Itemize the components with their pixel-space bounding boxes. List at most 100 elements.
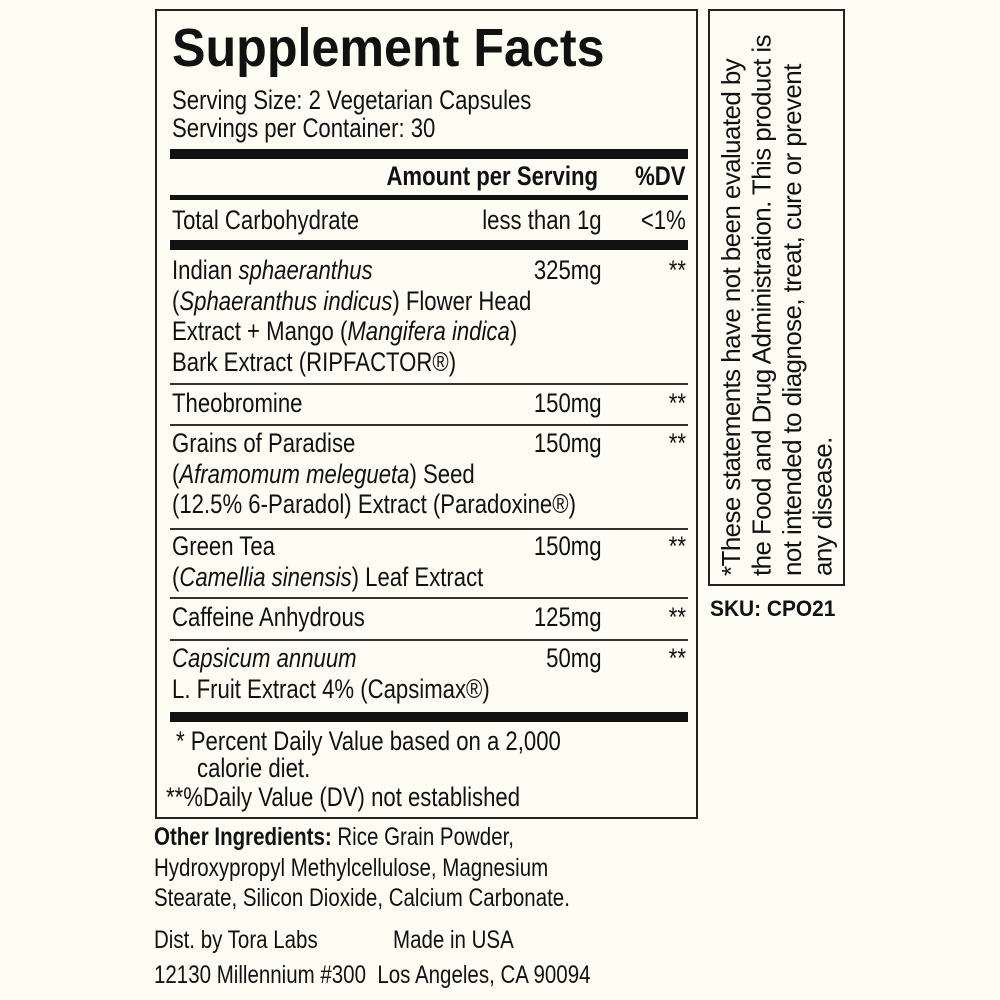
total-carb-dv: <1% (631, 204, 686, 236)
ingredient-name-line: (Camellia sinensis) Leaf Extract (172, 561, 552, 593)
ingredient-name-line: Green Tea (172, 530, 298, 562)
ingredient-name-line: Theobromine (172, 387, 331, 419)
disclaimer-body: These statements have not been evaluated… (716, 35, 838, 576)
ingredient-name-segment: Extract + Mango ( (172, 316, 348, 346)
ingredient-name-segment: ) Seed (409, 458, 475, 489)
ingredient-name-line: Grains of Paradise (172, 427, 396, 459)
thick-divider (170, 712, 688, 722)
ingredient-name-line: L. Fruit Extract 4% (Capsimax®) (172, 673, 559, 705)
total-carb-amount: less than 1g (456, 204, 602, 236)
address: 12130 Millennium #300 Los Angeles, CA 90… (154, 959, 686, 991)
ingredient-name-segment: Green Tea (172, 531, 275, 561)
ingredient-name-segment: Camellia sinensis (179, 561, 352, 592)
footnote-ne-text: **%Daily Value (DV) not established (166, 782, 521, 812)
ingredient-amount-text: 150mg (534, 388, 602, 418)
ingredient-name-segment: Caffeine Anhydrous (172, 602, 365, 632)
ingredient-name-line: Capsicum annuum (172, 642, 397, 674)
ingredient-dv-text: ** (668, 255, 686, 285)
header-dv: %DV (624, 160, 686, 192)
ingredient-name-segment: Theobromine (172, 388, 303, 418)
ingredient-name-line: (Aframomum melegueta) Seed (172, 458, 541, 490)
panel-title: Supplement Facts (172, 16, 637, 80)
ingredient-amount: 150mg (519, 387, 602, 419)
ingredient-name-line: Bark Extract (RIPFACTOR®) (172, 346, 518, 378)
distributor: Dist. by Tora Labs (154, 924, 354, 956)
other-ingredients-line1: Other Ingredients: Rice Grain Powder, (154, 821, 593, 853)
ingredient-name-line: (12.5% 6-Paradol) Extract (Paradoxine®) (172, 488, 665, 520)
asterisk: * (716, 566, 746, 576)
ingredient-amount-text: 150mg (534, 428, 602, 458)
ingredient-dv: ** (665, 601, 686, 633)
thin-divider (170, 597, 688, 599)
other-ingredients-line3: Stearate, Silicon Dioxide, Calcium Carbo… (154, 882, 661, 914)
ingredient-name-segment: sphaeranthus (238, 255, 373, 285)
ingredient-amount: 150mg (519, 530, 602, 562)
servings-per-container: Servings per Container: 30 (172, 112, 493, 144)
ingredient-name-segment: ) Flower Head (392, 285, 532, 316)
ingredient-name-segment: Aframomum melegueta (179, 458, 410, 489)
ingredient-amount: 50mg (534, 642, 602, 674)
ingredient-dv: ** (665, 387, 686, 419)
address-text: 12130 Millennium #300 Los Angeles, CA 90… (154, 961, 591, 989)
serving-size-text: Serving Size: 2 Vegetarian Capsules (172, 85, 532, 115)
thin-divider (170, 424, 688, 426)
header-amount: Amount per Serving (340, 160, 598, 192)
sku: SKU: CPO21 (710, 596, 842, 622)
footnote-dv: * Percent Daily Value based on a 2,000 (176, 725, 645, 757)
other-ingredients-label: Other Ingredients: (154, 823, 332, 851)
servings-text: Servings per Container: 30 (172, 113, 436, 143)
footnote-dv-cont-text: calorie diet. (197, 753, 311, 783)
ingredient-name-segment: ) Leaf Extract (351, 561, 484, 592)
supplement-facts-panel (155, 9, 698, 819)
made-in: Made in USA (393, 924, 540, 956)
total-carb-amount-text: less than 1g (482, 205, 602, 235)
thin-divider (170, 383, 688, 385)
ingredient-dv: ** (665, 642, 686, 674)
other-ingredients-text: Stearate, Silicon Dioxide, Calcium Carbo… (154, 884, 570, 912)
other-ingredients-text: Hydroxypropyl Methylcellulose, Magnesium (154, 854, 549, 882)
thick-divider (170, 149, 688, 159)
ingredient-name-line: Caffeine Anhydrous (172, 601, 407, 633)
footnote-dv-cont: calorie diet. (197, 752, 335, 784)
ingredient-amount: 325mg (519, 254, 602, 286)
ingredient-name-segment: Bark Extract (RIPFACTOR®) (172, 346, 457, 377)
ingredient-name-segment: Indian (172, 255, 239, 285)
disclaimer-text: *These statements have not been evaluate… (716, 18, 838, 576)
ingredient-name-segment: (12.5% 6-Paradol) Extract (Paradoxine®) (172, 489, 576, 519)
other-ingredients-text: Rice Grain Powder, (331, 823, 514, 851)
ingredient-name-segment: ( (172, 561, 180, 592)
footnote-dv-text: * Percent Daily Value based on a 2,000 (176, 726, 561, 756)
disclaimer-box (708, 9, 845, 586)
ingredient-name-segment: ( (172, 458, 180, 489)
ingredient-name-segment: Mangifera indica (347, 316, 510, 346)
thin-divider (170, 528, 688, 530)
medium-divider (170, 195, 688, 200)
header-amount-text: Amount per Serving (386, 161, 598, 191)
ingredient-amount-text: 150mg (534, 531, 602, 561)
ingredient-amount: 125mg (519, 601, 602, 633)
ingredient-name-line: Indian sphaeranthus (172, 254, 417, 286)
total-carb-name: Total Carbohydrate (172, 204, 400, 236)
ingredient-dv-text: ** (668, 531, 686, 561)
ingredient-name-segment: Capsicum annuum (172, 643, 357, 673)
ingredient-dv-text: ** (668, 643, 686, 673)
ingredient-name-line: (Sphaeranthus indicus) Flower Head (172, 285, 610, 317)
ingredient-dv-text: ** (668, 388, 686, 418)
thin-divider (170, 639, 688, 641)
ingredient-name-segment: Grains of Paradise (172, 428, 356, 458)
distributor-text: Dist. by Tora Labs (154, 926, 318, 954)
title-text: Supplement Facts (172, 18, 605, 78)
ingredient-name-segment: ) (509, 316, 518, 346)
ingredient-dv-text: ** (668, 428, 686, 458)
ingredient-name-segment: L. Fruit Extract 4% (Capsimax®) (172, 673, 490, 704)
ingredient-amount-text: 50mg (546, 643, 602, 673)
ingredient-amount-text: 125mg (534, 602, 602, 632)
ingredient-dv-text: ** (668, 602, 686, 632)
made-in-text: Made in USA (393, 926, 514, 954)
ingredient-name-segment: Sphaeranthus indicus (179, 285, 393, 316)
sku-text: SKU: CPO21 (710, 596, 836, 621)
total-carb-name-text: Total Carbohydrate (172, 205, 360, 235)
thick-divider (170, 240, 688, 250)
ingredient-name-line: Extract + Mango (Mangifera indica) (172, 315, 593, 347)
header-dv-text: %DV (635, 161, 686, 191)
